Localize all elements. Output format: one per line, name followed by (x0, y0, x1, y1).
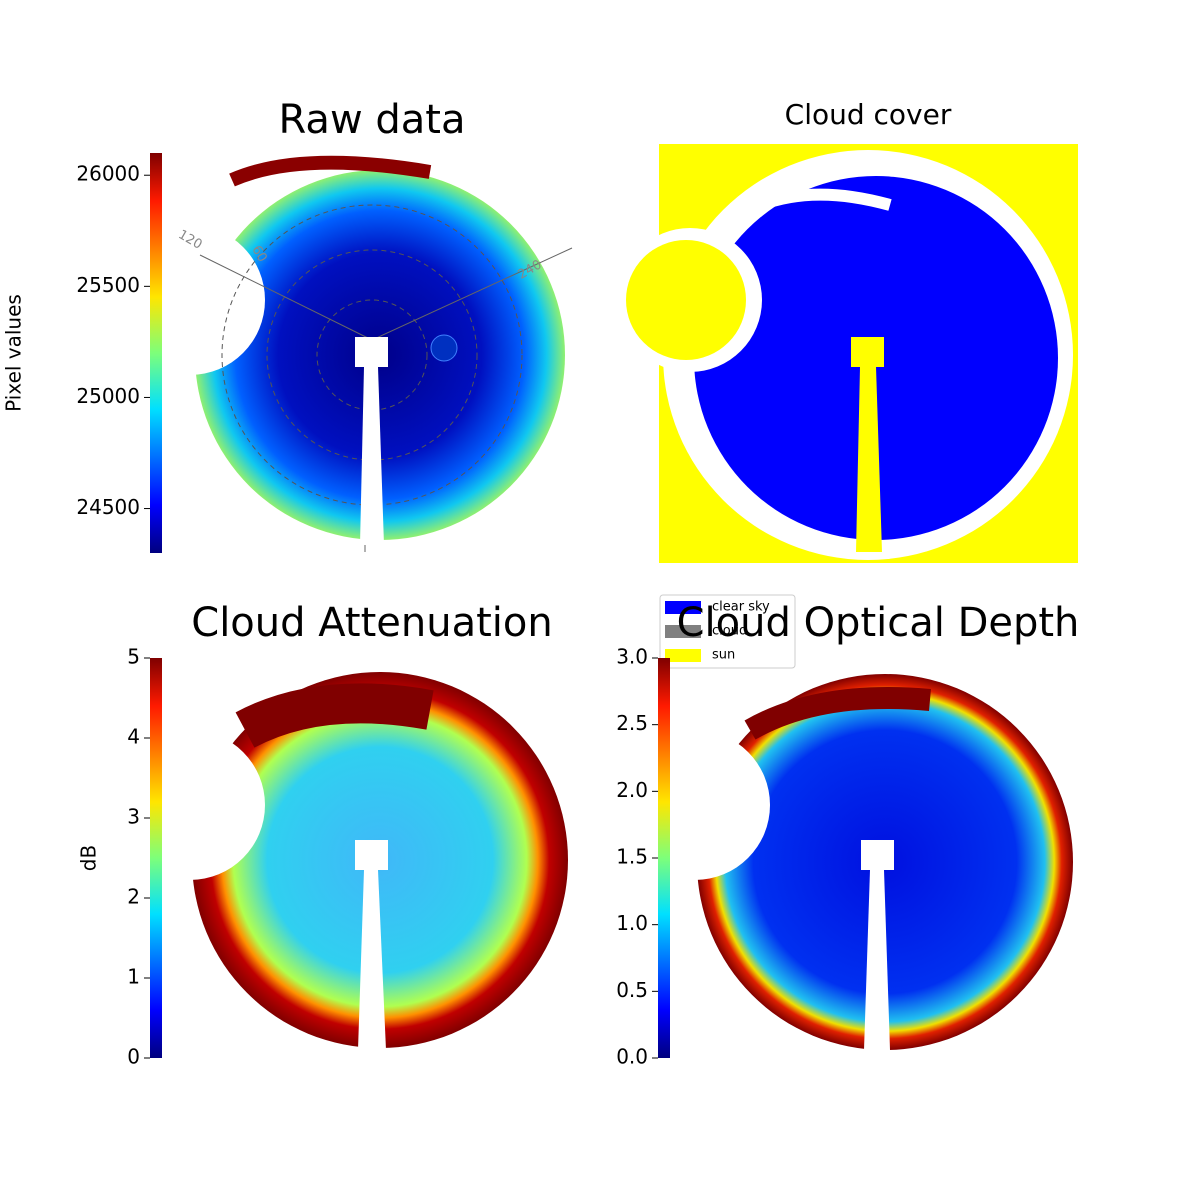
colorbar-label: Pixel values (2, 294, 26, 412)
panel-title: Cloud cover (785, 98, 952, 131)
tick-label: 3 (127, 805, 140, 829)
tick-label: 2.5 (616, 711, 648, 735)
legend-swatch (665, 625, 701, 638)
panel-title: Cloud Optical Depth (677, 600, 1080, 646)
polar-label: 60 (248, 243, 269, 265)
tick-label: 25500 (76, 273, 140, 297)
tick-label: 25000 (76, 384, 140, 408)
tick-label: 2.0 (616, 778, 648, 802)
tick-label: 1.5 (616, 845, 648, 869)
legend-label: clear sky (712, 600, 770, 615)
tick-label: 1 (127, 965, 140, 989)
legend-swatch (665, 649, 701, 662)
colorbar (658, 658, 670, 1058)
legend-label: sun (712, 648, 735, 663)
panel-title: Raw data (279, 97, 466, 143)
tick-label: 0 (127, 1045, 140, 1069)
tick-label: 5 (127, 645, 140, 669)
panel-title: Cloud Attenuation (191, 600, 552, 646)
legend: clear sky cloud sun (659, 594, 796, 669)
legend-label: cloud (712, 624, 747, 639)
tick-label: 2 (127, 885, 140, 909)
colorbar (150, 153, 162, 553)
tick-label: 3.0 (616, 645, 648, 669)
raw-image (115, 155, 573, 552)
legend-swatch (665, 601, 701, 614)
tick-label: 4 (127, 725, 140, 749)
tick-label: 26000 (76, 162, 140, 186)
attenuation-image (115, 672, 568, 1050)
tick-label: 0.5 (616, 978, 648, 1002)
tick-label: 0.0 (616, 1045, 648, 1069)
colorbar (150, 658, 162, 1058)
tick-label: 24500 (76, 495, 140, 519)
colorbar-label: dB (77, 845, 101, 871)
cloud-mask (618, 144, 1078, 563)
optical-depth-image (620, 674, 1073, 1050)
tick-label: 1.0 (616, 911, 648, 935)
